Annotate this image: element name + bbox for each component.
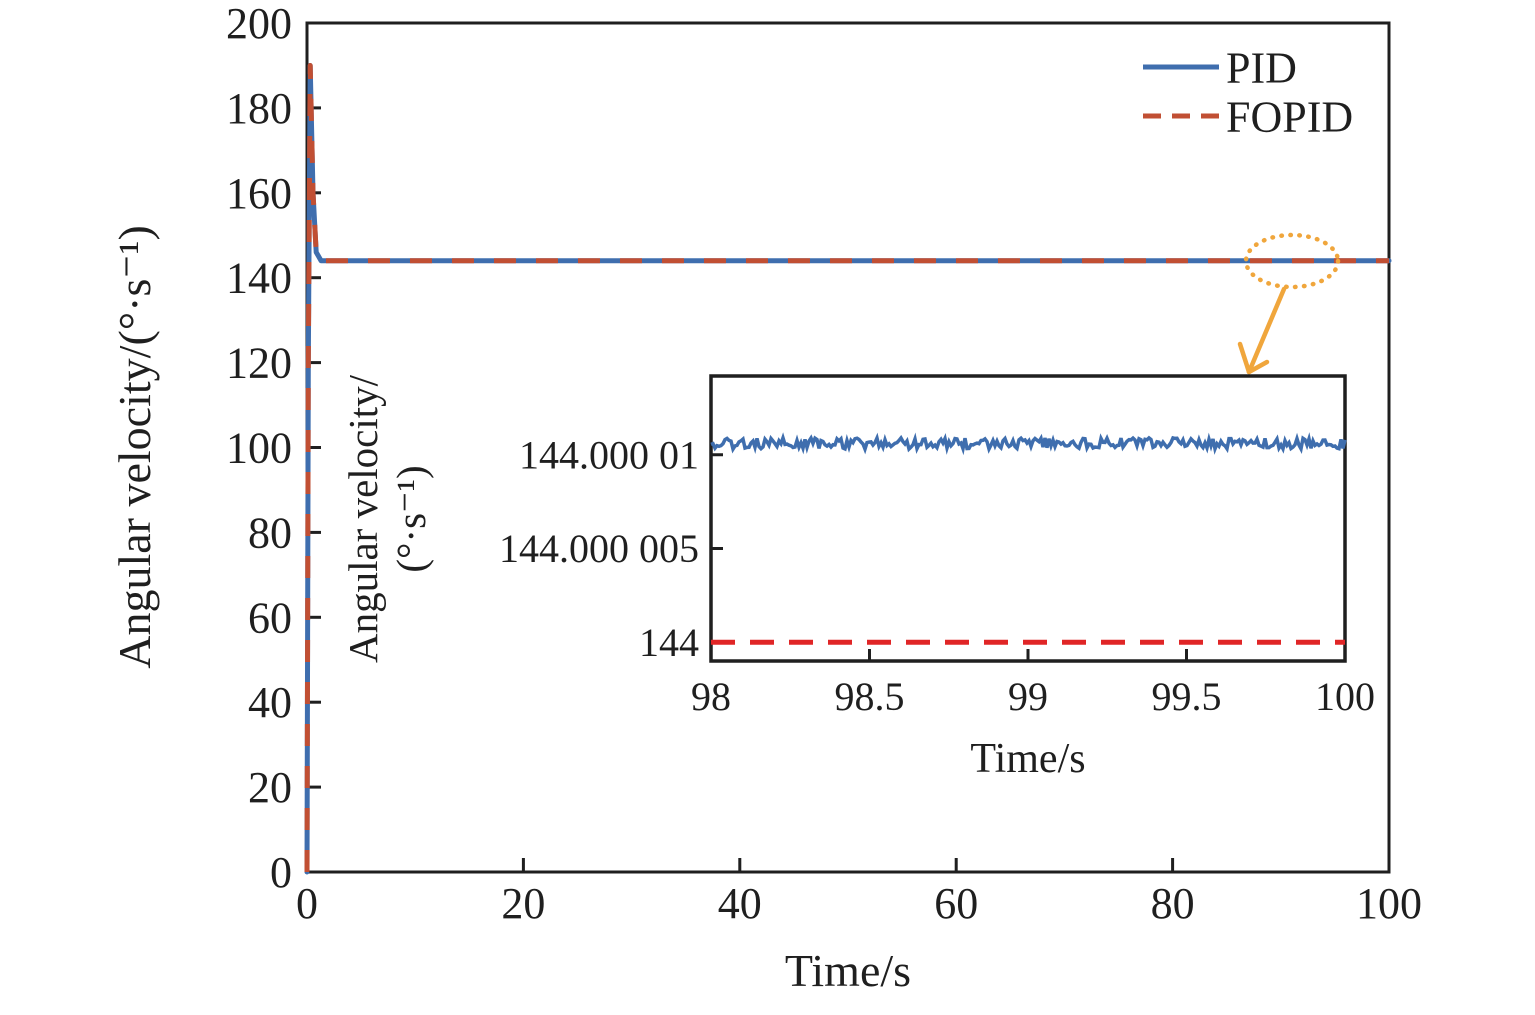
pid-line: [304, 63, 1392, 875]
main-y-tick-label: 20: [248, 763, 292, 812]
main-y-tick-label: 140: [226, 254, 292, 303]
zoom-ellipse-annotation: [1243, 232, 1341, 290]
inset-y-axis-label-line2: (°·s⁻¹): [388, 465, 434, 572]
inset-y-tick-label: 144.000 01: [519, 432, 699, 477]
legend-fopid-label: FOPID: [1226, 92, 1353, 141]
main-y-tick-label: 60: [248, 593, 292, 642]
fopid-line: [304, 63, 1389, 873]
main-y-tick-label: 100: [226, 423, 292, 472]
main-y-tick-label: 180: [226, 84, 292, 133]
inset-x-tick-label: 100: [1315, 674, 1375, 719]
inset-y-axis-label-line1: Angular velocity/: [340, 374, 386, 663]
main-y-tick-label: 0: [270, 848, 292, 897]
main-y-tick-label: 200: [226, 0, 292, 48]
main-x-tick-label: 100: [1356, 879, 1422, 928]
main-x-tick-label: 20: [501, 879, 545, 928]
main-y-tick-label: 40: [248, 678, 292, 727]
inset-x-tick-label: 99: [1008, 674, 1048, 719]
main-y-axis-label: Angular velocity/(°·s⁻¹): [109, 225, 160, 669]
legend-pid-label: PID: [1226, 43, 1297, 92]
main-y-tick-label: 120: [226, 339, 292, 388]
main-x-tick-label: 40: [718, 879, 762, 928]
inset-x-axis-label: Time/s: [970, 736, 1085, 782]
inset-pid-line: [710, 432, 1347, 456]
inset-x-tick-label: 98.5: [835, 674, 905, 719]
main-x-tick-label: 60: [934, 879, 978, 928]
main-x-tick-label: 0: [296, 879, 318, 928]
main-y-tick-label: 160: [226, 169, 292, 218]
main-x-tick-label: 80: [1151, 879, 1195, 928]
inset-x-tick-label: 99.5: [1152, 674, 1222, 719]
inset-x-tick-label: 98: [691, 674, 731, 719]
zoom-arrow-annotation: [1237, 286, 1287, 375]
inset-y-tick-label: 144.000 005: [499, 526, 699, 571]
inset-y-tick-label: 144: [639, 620, 699, 665]
inset-plot-area: [709, 374, 1347, 663]
main-y-tick-label: 80: [248, 508, 292, 557]
inset-y-axis-label: Angular velocity/(°·s⁻¹): [340, 374, 434, 663]
main-x-axis-label: Time/s: [785, 945, 911, 996]
